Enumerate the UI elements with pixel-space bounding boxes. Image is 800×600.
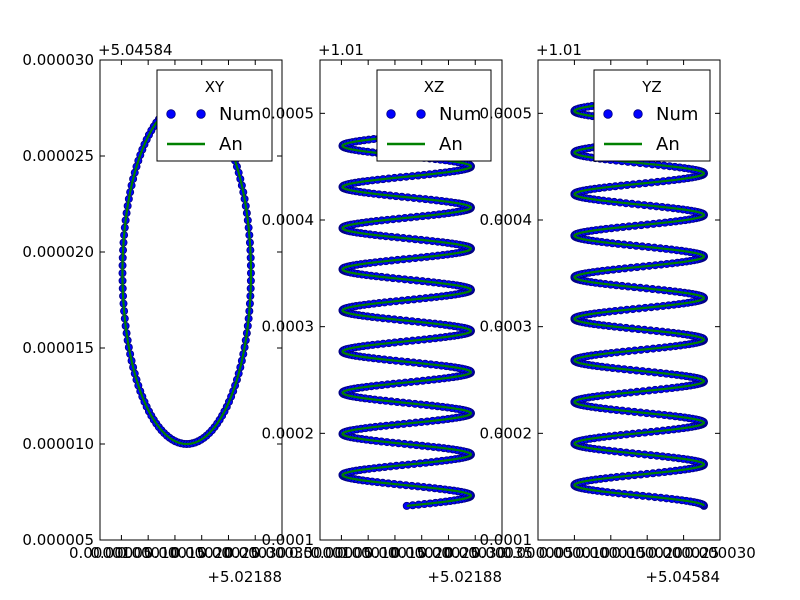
legend-title: XY <box>205 78 225 96</box>
x-tick-label: 0.000020 <box>611 544 683 562</box>
y-tick-label: 0.000005 <box>22 531 94 549</box>
y-tick-label: 0.0001 <box>480 531 533 549</box>
legend-entry-label: An <box>656 134 680 155</box>
legend-marker-num <box>166 109 176 119</box>
y-tick-label: 0.0005 <box>262 104 315 122</box>
x-tick-label: 0.00010 <box>117 544 179 562</box>
y-tick-label: 0.0001 <box>262 531 315 549</box>
y-tick-label: 0.0002 <box>480 424 533 442</box>
legend-box <box>593 69 711 162</box>
x-tick-label: 0.00035 <box>251 544 313 562</box>
x-tick-label: 0.00001 <box>69 544 131 562</box>
legend-marker-num <box>633 109 643 119</box>
legend-entry-label: An <box>439 134 463 155</box>
axes-frame <box>319 59 503 541</box>
x-tick-label: 0.00015 <box>364 544 426 562</box>
x-tick-label: 0.00035 <box>471 544 533 562</box>
x-offset-label: +5.02188 <box>207 568 282 586</box>
y-tick-label: 0.000025 <box>22 147 94 165</box>
legend-marker-num <box>416 109 426 119</box>
x-tick-label: 0.00025 <box>197 544 259 562</box>
x-tick-label: 0.000005 <box>502 544 574 562</box>
y-offset-label: +1.01 <box>536 41 582 59</box>
x-offset-label: +5.02188 <box>427 568 502 586</box>
y-tick-label: 0.000010 <box>22 435 94 453</box>
x-tick-label: 0.00025 <box>417 544 479 562</box>
series-an-line <box>341 128 473 507</box>
legend: XY Num An <box>156 69 273 162</box>
legend-title: XZ <box>424 78 445 96</box>
y-tick-label: 0.000030 <box>22 51 94 69</box>
x-tick-label: 0.00005 <box>310 544 372 562</box>
x-tick-label: 0.000010 <box>539 544 611 562</box>
axes-frame <box>537 59 721 541</box>
y-offset-label: +1.01 <box>318 41 364 59</box>
y-tick-label: 0.0005 <box>480 104 533 122</box>
y-tick-label: 0.000015 <box>22 339 94 357</box>
y-tick-label: 0.0002 <box>262 424 315 442</box>
legend-box <box>376 69 492 162</box>
panel-xz: 0.000010.000050.000100.000150.000200.000… <box>262 41 534 586</box>
x-tick-label: 0.00001 <box>289 544 351 562</box>
series-an-line <box>573 103 706 507</box>
legend-marker-num <box>196 109 206 119</box>
legend-marker-num <box>603 109 613 119</box>
x-offset-label: +5.04584 <box>645 568 720 586</box>
x-tick-label: 0.00010 <box>337 544 399 562</box>
legend-marker-num <box>386 109 396 119</box>
x-tick-label: 0.00030 <box>444 544 506 562</box>
legend-title: YZ <box>641 78 661 96</box>
legend: YZ Num An <box>593 69 711 162</box>
legend-box <box>156 69 273 162</box>
y-tick-label: 0.0003 <box>480 318 533 336</box>
x-tick-label: 0.00020 <box>391 544 453 562</box>
axes-frame <box>99 59 283 541</box>
legend-entry-label: An <box>219 134 243 155</box>
y-offset-label: +5.04584 <box>98 41 173 59</box>
panel-yz: 0.0000050.0000100.0000150.0000200.000025… <box>480 41 756 586</box>
y-tick-label: 0.0004 <box>480 211 533 229</box>
legend-entry-label: Num <box>656 104 698 125</box>
legend: XZ Num An <box>376 69 492 162</box>
x-tick-label: 0.00015 <box>144 544 206 562</box>
x-tick-label: 0.000030 <box>684 544 756 562</box>
y-tick-label: 0.0003 <box>262 318 315 336</box>
x-tick-label: 0.00030 <box>224 544 286 562</box>
y-tick-label: 0.000020 <box>22 243 94 261</box>
legend-entry-label: Num <box>439 104 481 125</box>
x-tick-label: 0.00005 <box>90 544 152 562</box>
y-tick-label: 0.0004 <box>262 211 315 229</box>
x-tick-label: 0.00020 <box>171 544 233 562</box>
legend-entry-label: Num <box>219 104 261 125</box>
x-tick-label: 0.000025 <box>648 544 720 562</box>
x-tick-label: 0.000015 <box>575 544 647 562</box>
plot-area <box>338 125 475 510</box>
panel-xy: 0.000010.000050.000100.000150.000200.000… <box>22 41 313 586</box>
